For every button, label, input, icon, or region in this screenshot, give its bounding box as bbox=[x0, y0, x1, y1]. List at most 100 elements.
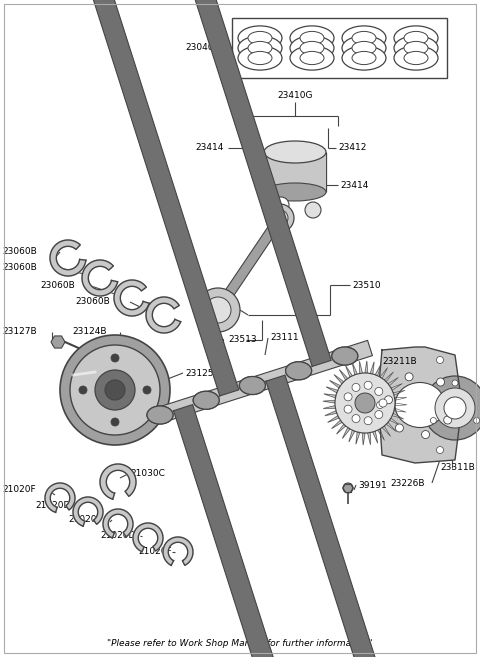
Circle shape bbox=[375, 388, 383, 396]
Polygon shape bbox=[133, 523, 163, 552]
Ellipse shape bbox=[342, 36, 386, 60]
Bar bbox=[213, 339, 223, 345]
Ellipse shape bbox=[240, 376, 265, 394]
Circle shape bbox=[344, 393, 352, 401]
Polygon shape bbox=[163, 537, 193, 566]
Ellipse shape bbox=[352, 32, 376, 45]
Ellipse shape bbox=[286, 362, 312, 380]
Circle shape bbox=[352, 415, 360, 422]
Ellipse shape bbox=[248, 41, 272, 55]
Polygon shape bbox=[384, 372, 394, 382]
Ellipse shape bbox=[238, 26, 282, 50]
Polygon shape bbox=[146, 297, 180, 333]
Ellipse shape bbox=[395, 382, 445, 428]
Bar bbox=[232, 18, 447, 78]
Circle shape bbox=[335, 373, 395, 433]
Polygon shape bbox=[393, 390, 405, 396]
Text: 23226B: 23226B bbox=[390, 478, 424, 487]
Text: 23311B: 23311B bbox=[440, 463, 475, 472]
Polygon shape bbox=[330, 380, 340, 388]
Polygon shape bbox=[326, 387, 338, 393]
Circle shape bbox=[143, 386, 151, 394]
Ellipse shape bbox=[342, 26, 386, 50]
Ellipse shape bbox=[147, 406, 173, 424]
Circle shape bbox=[435, 388, 475, 428]
Circle shape bbox=[423, 376, 480, 440]
Polygon shape bbox=[114, 280, 149, 316]
Circle shape bbox=[196, 288, 240, 332]
Text: "Please refer to Work Shop Manual for further information": "Please refer to Work Shop Manual for fu… bbox=[107, 639, 373, 648]
Polygon shape bbox=[214, 215, 284, 313]
Polygon shape bbox=[174, 405, 448, 657]
Ellipse shape bbox=[147, 406, 173, 424]
Circle shape bbox=[105, 380, 125, 400]
Text: 23414: 23414 bbox=[195, 143, 223, 152]
Ellipse shape bbox=[290, 36, 334, 60]
Polygon shape bbox=[51, 336, 65, 348]
Polygon shape bbox=[370, 362, 374, 374]
Polygon shape bbox=[50, 240, 86, 276]
Polygon shape bbox=[73, 497, 103, 526]
Ellipse shape bbox=[332, 347, 358, 365]
Text: 23127B: 23127B bbox=[2, 327, 36, 336]
Ellipse shape bbox=[290, 26, 334, 50]
Text: 23060B: 23060B bbox=[40, 281, 75, 290]
Ellipse shape bbox=[404, 51, 428, 64]
Ellipse shape bbox=[300, 51, 324, 64]
Polygon shape bbox=[332, 420, 342, 428]
Polygon shape bbox=[395, 403, 407, 405]
Circle shape bbox=[70, 345, 160, 435]
Polygon shape bbox=[266, 375, 480, 657]
Text: 21020F: 21020F bbox=[68, 516, 102, 524]
Polygon shape bbox=[394, 408, 406, 412]
Circle shape bbox=[376, 401, 384, 409]
Circle shape bbox=[444, 416, 452, 424]
Text: 21020F: 21020F bbox=[2, 486, 36, 495]
Circle shape bbox=[421, 430, 430, 438]
Polygon shape bbox=[82, 260, 118, 296]
Polygon shape bbox=[57, 0, 331, 367]
Text: 23510: 23510 bbox=[352, 281, 381, 290]
Polygon shape bbox=[324, 405, 336, 409]
Polygon shape bbox=[362, 433, 365, 445]
Circle shape bbox=[437, 378, 444, 386]
Text: 21020F: 21020F bbox=[138, 547, 172, 556]
Polygon shape bbox=[103, 509, 133, 538]
Ellipse shape bbox=[404, 41, 428, 55]
Polygon shape bbox=[323, 400, 335, 403]
Polygon shape bbox=[339, 370, 348, 380]
Circle shape bbox=[305, 202, 321, 218]
Circle shape bbox=[343, 483, 353, 493]
Ellipse shape bbox=[394, 46, 438, 70]
Polygon shape bbox=[390, 418, 400, 426]
Circle shape bbox=[431, 417, 436, 424]
Ellipse shape bbox=[240, 376, 265, 394]
Circle shape bbox=[474, 417, 480, 424]
Polygon shape bbox=[264, 152, 326, 192]
Ellipse shape bbox=[193, 392, 219, 409]
Polygon shape bbox=[100, 464, 136, 499]
Ellipse shape bbox=[394, 26, 438, 50]
Text: 23111: 23111 bbox=[270, 334, 299, 342]
Polygon shape bbox=[352, 363, 357, 374]
Text: 23414: 23414 bbox=[340, 181, 368, 189]
Polygon shape bbox=[360, 361, 362, 373]
Polygon shape bbox=[388, 377, 398, 386]
Circle shape bbox=[405, 373, 413, 381]
Circle shape bbox=[352, 384, 360, 392]
Ellipse shape bbox=[342, 46, 386, 70]
Ellipse shape bbox=[286, 362, 312, 380]
Polygon shape bbox=[346, 366, 352, 377]
Text: 23060B: 23060B bbox=[2, 248, 37, 256]
Ellipse shape bbox=[352, 51, 376, 64]
Polygon shape bbox=[328, 416, 339, 422]
Polygon shape bbox=[368, 432, 371, 445]
Circle shape bbox=[79, 386, 87, 394]
Polygon shape bbox=[349, 430, 355, 442]
Ellipse shape bbox=[404, 32, 428, 45]
Ellipse shape bbox=[300, 32, 324, 45]
Circle shape bbox=[205, 297, 231, 323]
Polygon shape bbox=[342, 428, 350, 438]
Polygon shape bbox=[378, 429, 384, 440]
Polygon shape bbox=[336, 424, 346, 434]
